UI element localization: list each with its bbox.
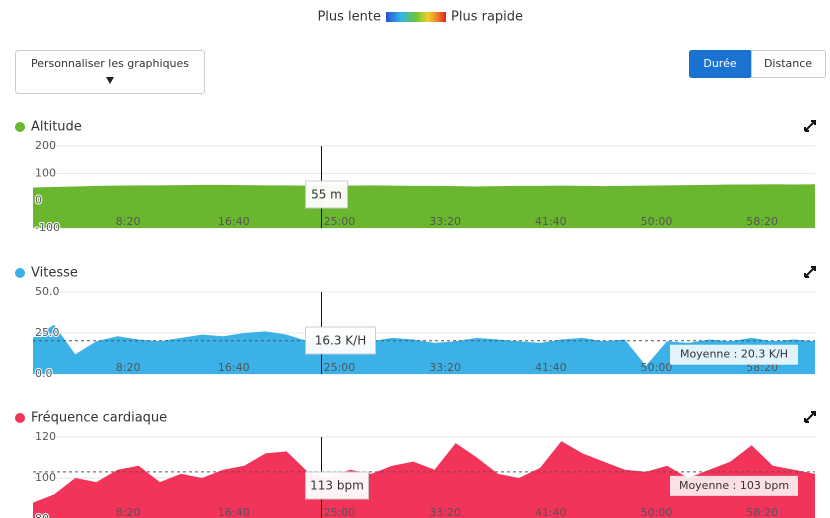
series-dot (15, 268, 25, 278)
x-tick-label: 50:00 (641, 361, 673, 374)
y-tick-label: 100 (35, 471, 56, 484)
area (33, 324, 815, 374)
x-tick-label: 41:40 (535, 506, 567, 518)
y-tick-label: 25.0 (35, 326, 60, 339)
y-tick-label: -100 (35, 221, 60, 234)
dropdown-arrow (106, 77, 114, 84)
y-tick-label: 0.0 (35, 367, 53, 380)
series-dot (15, 122, 25, 132)
x-tick-label: 50:00 (641, 215, 673, 228)
x-tick-label: 50:00 (641, 506, 673, 518)
x-tick-label: 25:00 (324, 506, 356, 518)
tooltip-label: 16.3 K/H (315, 334, 366, 348)
y-tick-label: 0 (35, 194, 42, 207)
tooltip-box (304, 326, 376, 355)
x-tick-label: 41:40 (535, 361, 567, 374)
y-tick-label: 50.0 (35, 285, 60, 298)
x-tick-label: 16:40 (218, 361, 250, 374)
customize-label: Personnaliser les graphiques (31, 57, 189, 70)
expand-icon (804, 411, 816, 423)
y-tick-label: 200 (35, 139, 56, 152)
tooltip-box (304, 180, 348, 209)
x-tick-label: 33:20 (429, 361, 461, 374)
x-tick-label: 8:20 (116, 361, 141, 374)
expand-icon (804, 120, 816, 132)
customize-button[interactable] (15, 50, 205, 94)
tab-duration-label: Durée (703, 57, 736, 70)
x-tick-label: 41:40 (535, 215, 567, 228)
area (33, 441, 815, 518)
chart-title: Altitude (31, 120, 82, 135)
tooltip-box (304, 471, 369, 500)
chart-title: Vitesse (31, 266, 78, 281)
legend-slow: Plus lente (317, 10, 381, 25)
area (33, 184, 815, 228)
y-tick-label: 120 (35, 430, 56, 443)
x-tick-label: 58:20 (746, 215, 778, 228)
x-tick-label: 25:00 (324, 361, 356, 374)
y-tick-label: 100 (35, 166, 56, 179)
average-label: Moyenne : 20.3 K/H (680, 348, 788, 361)
tooltip-label: 55 m (311, 188, 342, 202)
x-tick-label: 25:00 (324, 215, 356, 228)
y-tick-label: 80 (35, 512, 49, 518)
series-dot (15, 413, 25, 423)
legend-fast: Plus rapide (451, 10, 523, 25)
x-tick-label: 33:20 (429, 215, 461, 228)
expand-icon (804, 266, 816, 278)
average-label: Moyenne : 103 bpm (679, 479, 789, 492)
x-tick-label: 33:20 (429, 506, 461, 518)
x-tick-label: 8:20 (116, 215, 141, 228)
x-tick-label: 16:40 (218, 506, 250, 518)
x-tick-label: 8:20 (116, 506, 141, 518)
x-tick-label: 16:40 (218, 215, 250, 228)
speed-gradient (386, 12, 446, 22)
x-tick-label: 58:20 (746, 506, 778, 518)
chart-title: Fréquence cardiaque (31, 411, 167, 426)
average-box (670, 344, 798, 365)
average-box (670, 475, 798, 496)
tab-distance[interactable] (751, 50, 826, 78)
tooltip-label: 113 bpm (310, 479, 364, 493)
tab-distance-label: Distance (764, 57, 812, 70)
